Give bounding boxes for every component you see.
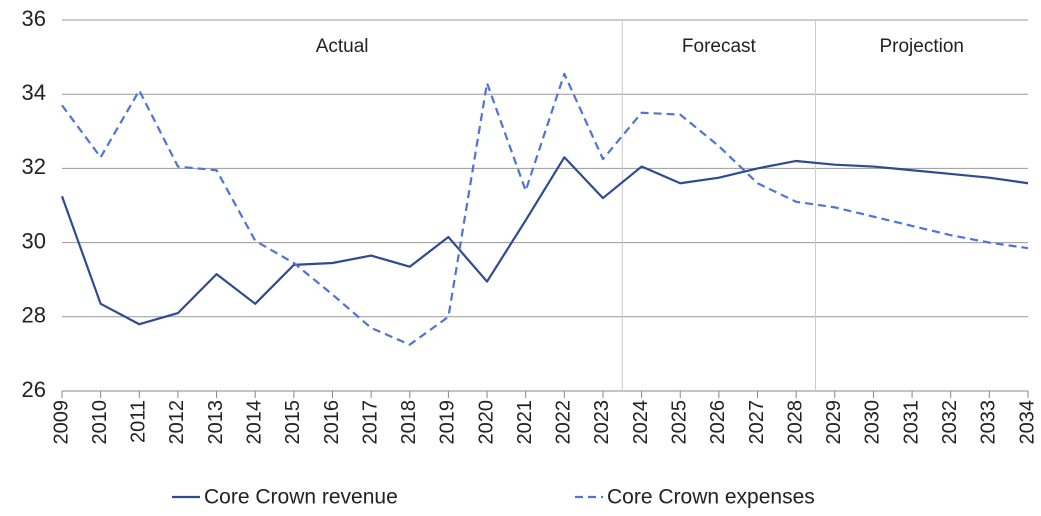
x-tick-label: 2023 [591,400,613,445]
x-tick-label: 2034 [1016,400,1038,445]
x-tick-label: 2021 [514,400,536,445]
x-tick-label: 2031 [900,400,922,445]
x-tick-label: 2014 [243,400,265,445]
legend-label: Core Crown revenue [204,486,398,509]
x-tick-label: 2016 [321,400,343,445]
x-tick-label: 2012 [166,400,188,445]
x-tick-label: 2024 [630,400,652,445]
y-tick-label: 28 [22,303,46,328]
x-tick-label: 2013 [205,400,227,445]
x-tick-label: 2029 [823,400,845,445]
x-tick-label: 2026 [707,400,729,445]
x-tick-label: 2011 [128,400,150,443]
series-line [61,72,1029,346]
series-line [60,156,1029,326]
y-tick-label: 30 [22,228,46,253]
y-tick-label: 26 [22,377,46,402]
region-label: Projection [879,36,964,57]
x-tick-label: 2018 [398,400,420,445]
x-tick-label: 2019 [437,400,459,445]
region-label: Actual [316,36,369,57]
x-tick-label: 2022 [553,400,575,445]
x-tick-label: 2010 [89,400,111,445]
x-tick-label: 2032 [939,400,961,445]
x-tick-label: 2027 [746,400,768,445]
region-label: Forecast [682,36,757,57]
x-tick-label: 2015 [282,400,304,445]
y-tick-label: 36 [22,6,46,31]
x-tick-label: 2025 [669,400,691,445]
x-tick-label: 2028 [784,400,806,445]
x-tick-label: 2020 [475,400,497,445]
y-tick-label: 34 [22,80,46,105]
x-tick-label: 2030 [862,400,884,445]
legend-label: Core Crown expenses [607,486,815,509]
x-tick-label: 2009 [50,400,72,445]
x-tick-label: 2033 [978,400,1000,445]
x-tick-label: 2017 [359,400,381,445]
y-tick-label: 32 [22,154,46,179]
